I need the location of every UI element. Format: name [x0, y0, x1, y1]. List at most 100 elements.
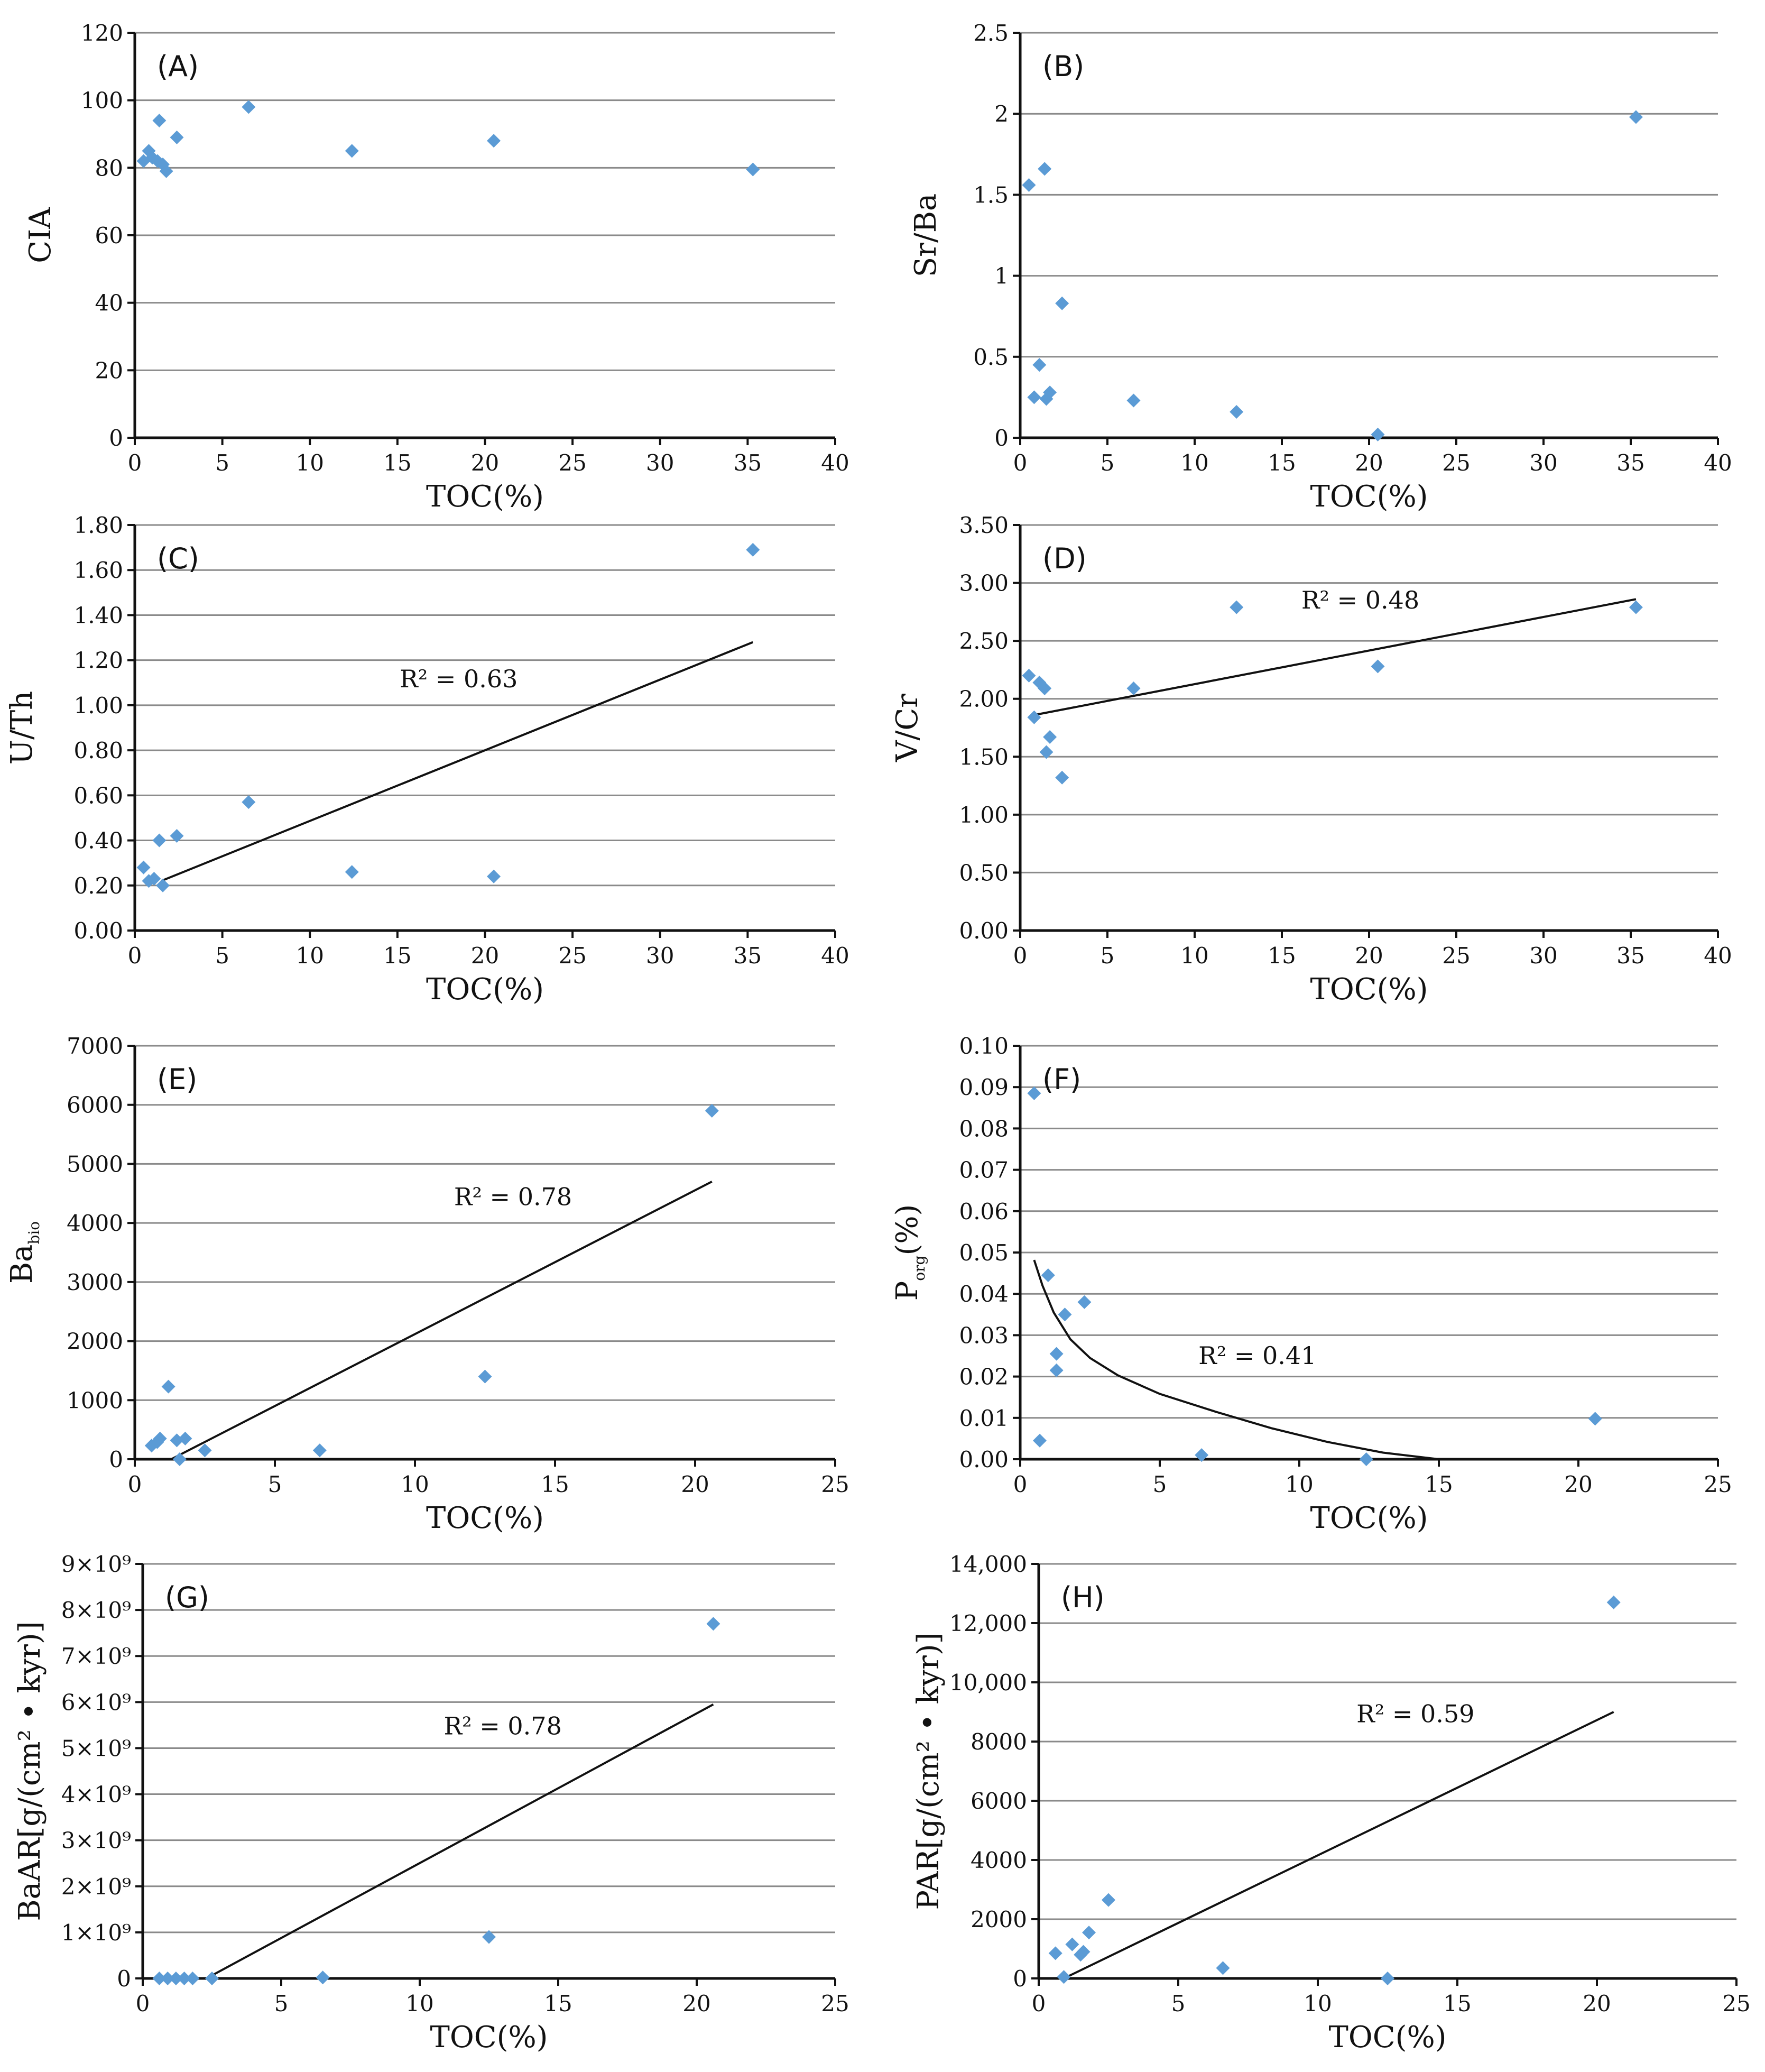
- x-tick-label: 15: [1268, 450, 1296, 476]
- data-point: [1195, 1448, 1209, 1462]
- x-tick-label: 0: [1013, 943, 1028, 969]
- data-point: [1038, 162, 1052, 176]
- y-tick-label: 1.00: [959, 802, 1009, 828]
- y-tick-label: 100: [81, 88, 123, 114]
- data-point: [345, 144, 359, 158]
- x-tick-label: 10: [296, 943, 324, 969]
- trendline: [160, 641, 754, 882]
- data-point: [1057, 1970, 1071, 1984]
- x-tick-label: 35: [734, 450, 762, 476]
- y-tick-label: 1×10⁹: [61, 1920, 131, 1946]
- x-tick-label: 20: [471, 943, 499, 969]
- y-tick-label: 2×10⁹: [61, 1874, 131, 1900]
- data-point: [242, 795, 256, 809]
- x-tick-label: 25: [1442, 943, 1470, 969]
- x-tick-label: 30: [1529, 943, 1557, 969]
- data-point: [487, 134, 501, 148]
- y-tick-label: 0.08: [959, 1116, 1009, 1141]
- x-axis-title: TOC(%): [430, 2020, 548, 2055]
- y-axis-title-main: U/Th: [5, 691, 39, 765]
- trendline: [170, 1181, 713, 1460]
- y-tick-label: 1.00: [73, 693, 123, 719]
- x-axis-title: TOC(%): [1310, 1501, 1428, 1535]
- y-tick-label: 5×10⁹: [61, 1735, 131, 1761]
- data-point: [1038, 681, 1052, 695]
- x-axis-title: TOC(%): [426, 480, 544, 514]
- y-tick-label: 0.05: [959, 1240, 1009, 1266]
- panel-0: 0 20 40 60 80 100 120 0 5 10 15 20 25 30 35 40 (A) TOC(%)…: [23, 20, 849, 514]
- x-tick-label: 25: [821, 1991, 849, 2016]
- trendline: [1033, 1259, 1439, 1460]
- x-tick-label: 5: [1153, 1471, 1167, 1497]
- data-point: [1027, 1086, 1041, 1100]
- y-tick-label: 1.40: [73, 602, 123, 628]
- x-tick-label: 0: [1032, 1991, 1046, 2016]
- x-tick-label: 20: [1583, 1991, 1611, 2016]
- data-point: [1032, 358, 1047, 372]
- data-point: [1058, 1307, 1072, 1322]
- data-point: [152, 113, 167, 127]
- r-squared-label: R² = 0.78: [444, 1711, 562, 1740]
- y-tick-label: 7×10⁹: [61, 1643, 131, 1669]
- trendline: [1034, 598, 1637, 716]
- y-tick-label: 2.00: [959, 686, 1009, 712]
- trendline: [206, 1703, 714, 1979]
- y-tick-label: 3.50: [959, 512, 1009, 538]
- y-tick-label: 10,000: [949, 1670, 1027, 1696]
- y-tick-label: 4000: [67, 1210, 123, 1236]
- x-tick-label: 20: [682, 1991, 710, 2016]
- data-point: [1041, 1268, 1055, 1283]
- y-tick-label: 0.10: [959, 1033, 1009, 1059]
- r-squared-label: R² = 0.63: [400, 665, 518, 693]
- data-point: [172, 1452, 187, 1466]
- data-point: [1359, 1452, 1373, 1466]
- panel-label: (G): [165, 1581, 209, 1614]
- y-tick-label: 2000: [971, 1907, 1027, 1932]
- y-tick-label: 3.00: [959, 570, 1009, 596]
- y-tick-label: 40: [95, 290, 123, 316]
- y-axis-title-subscript: org: [911, 1255, 928, 1281]
- x-tick-label: 30: [1529, 450, 1557, 476]
- x-tick-label: 20: [1355, 450, 1383, 476]
- data-point: [170, 829, 184, 843]
- x-tick-label: 5: [215, 943, 229, 969]
- x-tick-label: 5: [1171, 1991, 1186, 2016]
- data-point: [1048, 1946, 1062, 1960]
- panel-label: (F): [1042, 1063, 1081, 1096]
- data-point: [746, 162, 760, 177]
- trendline: [1063, 1711, 1614, 1979]
- data-point: [487, 869, 501, 883]
- y-axis-title-main: P: [890, 1281, 925, 1301]
- data-point: [1043, 385, 1057, 400]
- x-tick-label: 25: [1704, 1471, 1732, 1497]
- x-tick-label: 30: [646, 943, 674, 969]
- data-point: [1022, 178, 1036, 192]
- data-point: [170, 130, 184, 144]
- y-tick-label: 5000: [67, 1151, 123, 1177]
- data-point: [478, 1369, 492, 1384]
- y-axis-title-main: Ba: [5, 1245, 39, 1284]
- y-tick-label: 0.04: [959, 1281, 1009, 1307]
- data-point: [1049, 1347, 1064, 1361]
- y-tick-label: 1.60: [73, 557, 123, 583]
- x-tick-label: 25: [1722, 1991, 1750, 2016]
- y-tick-label: 8000: [971, 1729, 1027, 1755]
- data-point: [1022, 668, 1036, 683]
- x-tick-label: 5: [1101, 943, 1115, 969]
- x-tick-label: 40: [821, 943, 849, 969]
- data-point: [1629, 110, 1643, 124]
- x-tick-label: 0: [128, 1471, 142, 1497]
- y-tick-label: 4×10⁹: [61, 1782, 131, 1808]
- x-tick-label: 15: [383, 943, 411, 969]
- y-axis-title-subscript: bio: [25, 1221, 43, 1245]
- panel-label: (H): [1061, 1581, 1105, 1614]
- x-tick-label: 10: [1304, 1991, 1332, 2016]
- x-axis-title: TOC(%): [1310, 480, 1428, 514]
- x-tick-label: 5: [268, 1471, 282, 1497]
- y-tick-label: 0: [109, 425, 123, 451]
- data-point: [242, 100, 256, 114]
- data-point: [1126, 393, 1141, 408]
- x-tick-label: 0: [1013, 1471, 1028, 1497]
- data-point: [1629, 600, 1643, 614]
- data-point: [1049, 1363, 1064, 1377]
